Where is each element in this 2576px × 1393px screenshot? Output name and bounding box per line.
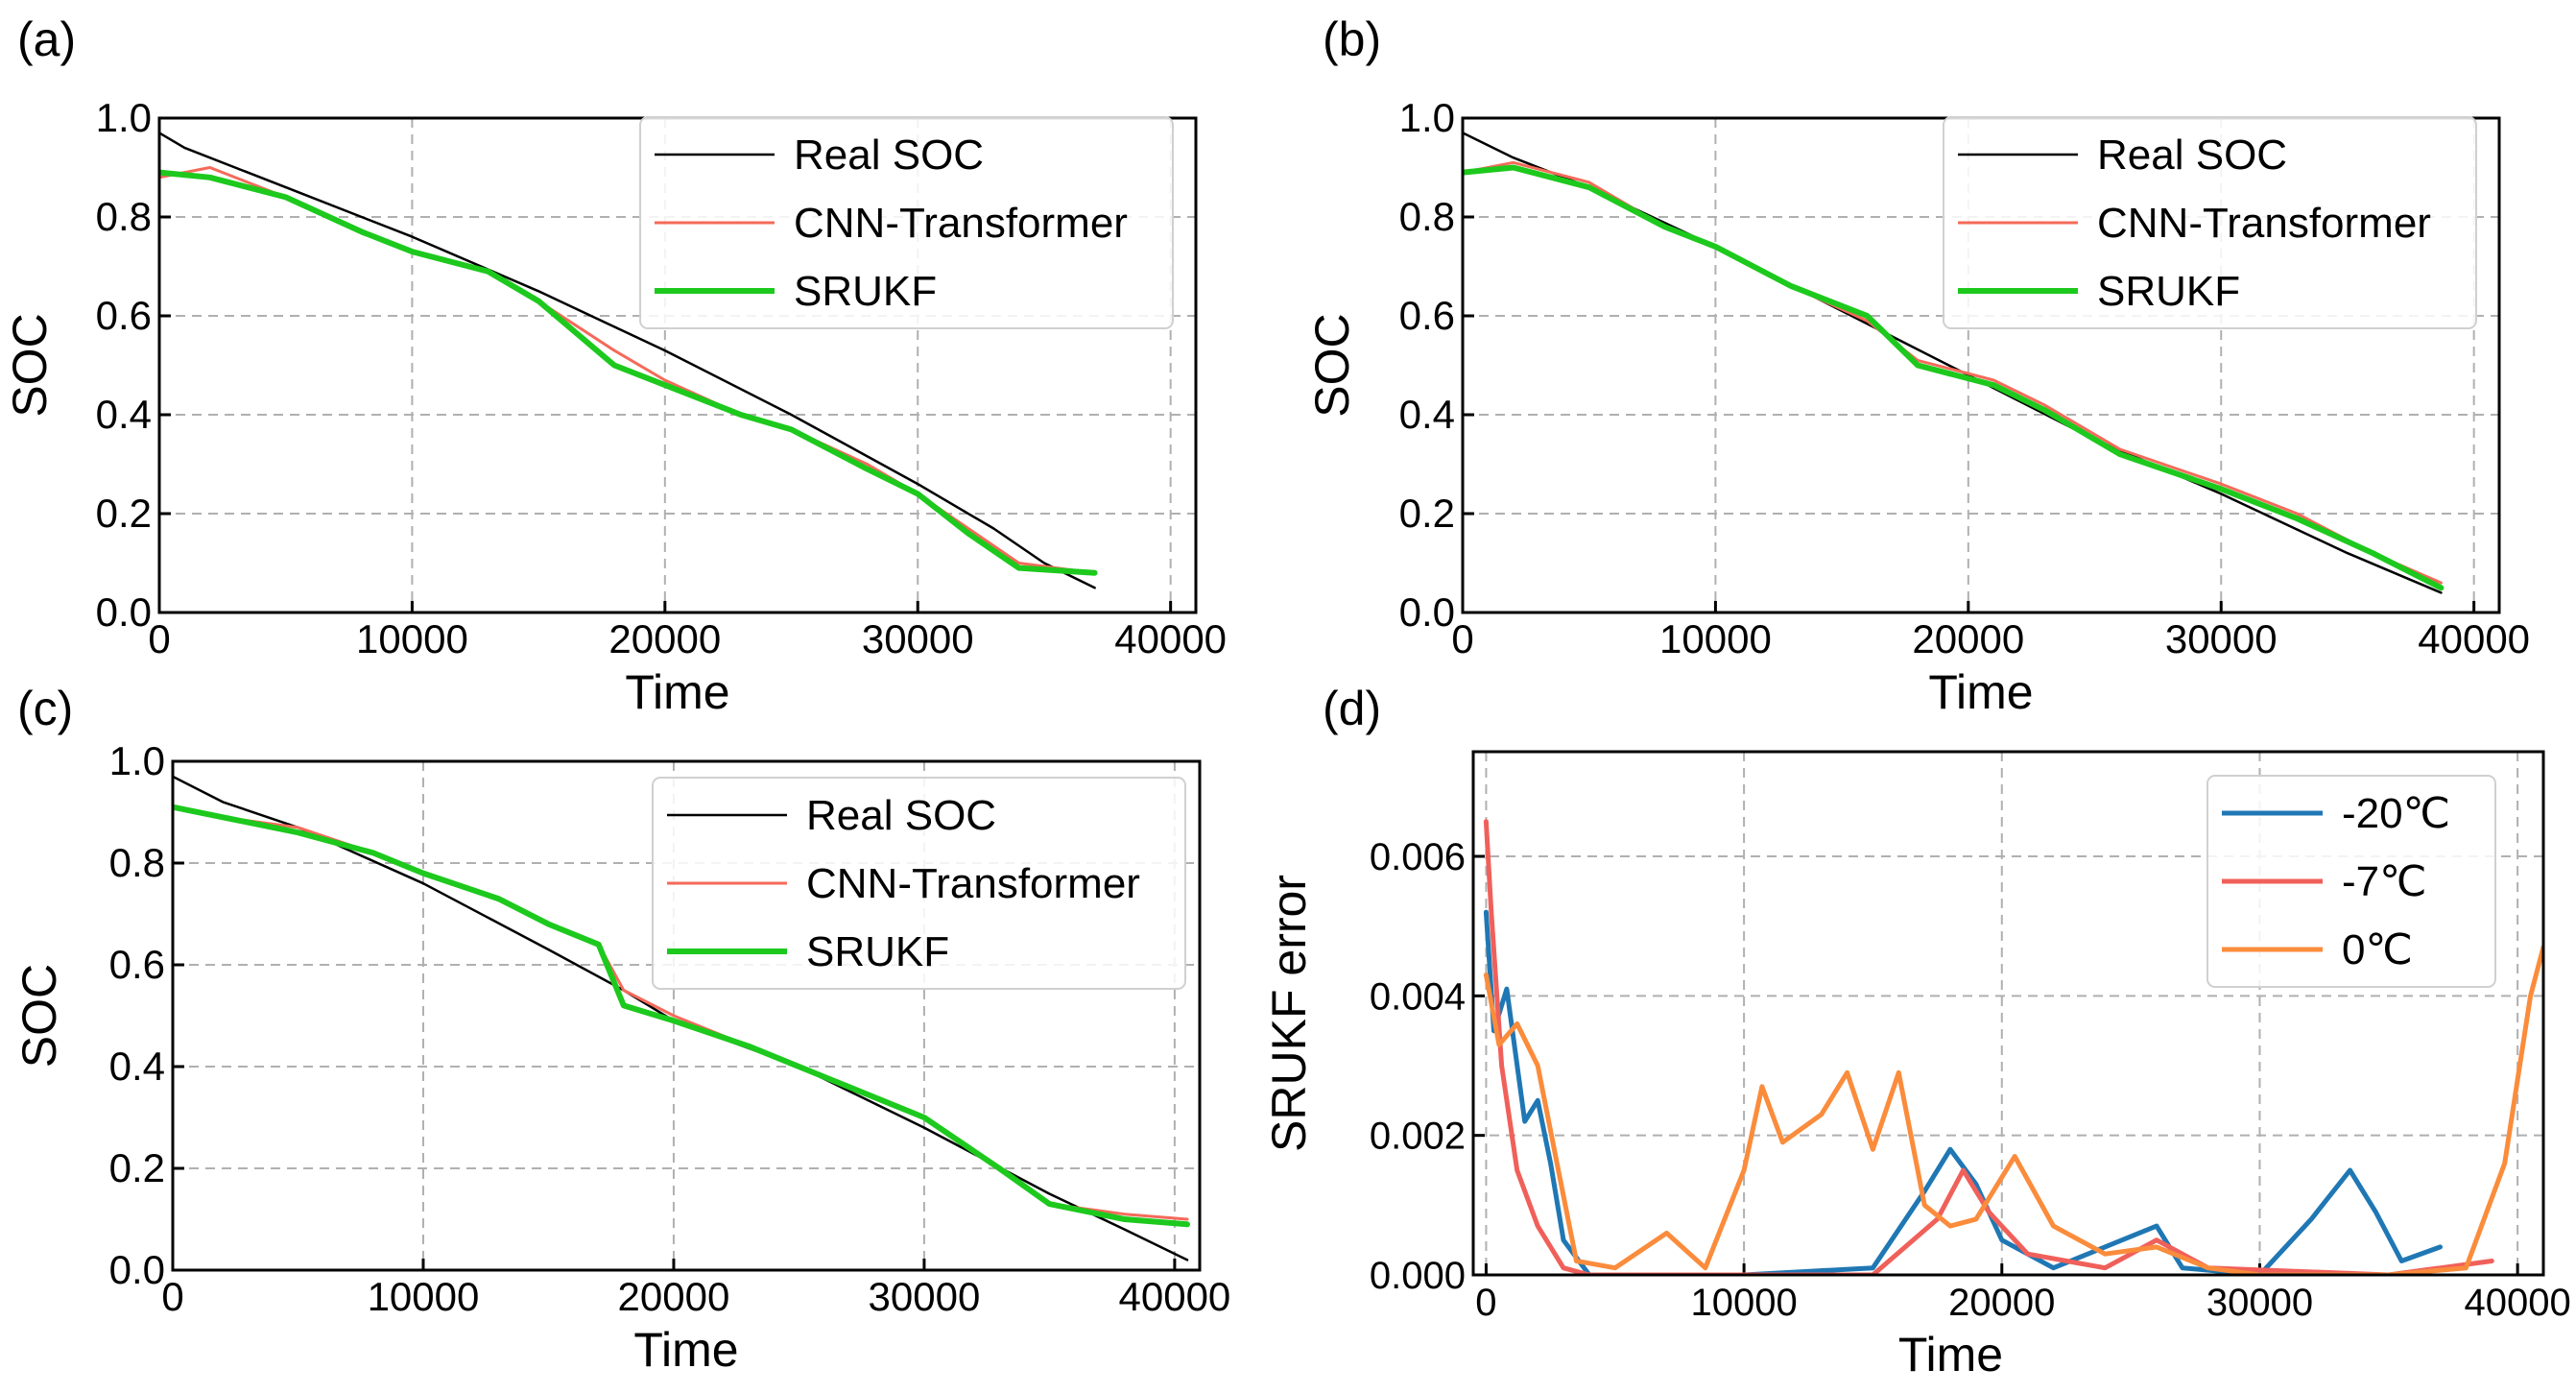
x-tick-label: 30000 — [862, 616, 974, 661]
series-line-20 — [1483, 909, 2443, 1275]
x-axis-label: Time — [625, 665, 729, 719]
x-axis-label: Time — [633, 1323, 738, 1377]
x-tick-label: 10000 — [368, 1274, 480, 1319]
y-tick-label: 0.4 — [1399, 392, 1455, 437]
legend-box — [639, 116, 1174, 329]
plot-area-d: 0 10000 20000 30000 40000 0.000 0.002 0.004 0.00… — [1262, 750, 2571, 1381]
y-tick-label: 0.000 — [1370, 1255, 1466, 1297]
y-tick-label: 0.006 — [1370, 836, 1466, 878]
x-tick-label: 40000 — [1119, 1274, 1231, 1319]
legend-label-real-soc: Real SOC — [794, 132, 984, 179]
y-axis-label: SOC — [3, 313, 57, 417]
legend-label-0: 0℃ — [2342, 926, 2413, 973]
y-tick-label: 0.8 — [109, 840, 165, 885]
plot-area-a: 0 10000 20000 30000 40000 0.0 0.2 0.4 0.6 0.8 1.0 T… — [3, 95, 1227, 719]
legend-label-real-soc: Real SOC — [806, 792, 996, 839]
plot-area-b: 0 10000 20000 30000 40000 0.0 0.2 0.4 0.6 0.8 1.0 T… — [1305, 95, 2530, 719]
x-tick-label: 0 — [148, 616, 170, 661]
y-tick-label: 0.004 — [1370, 975, 1466, 1018]
y-tick-label: 0.2 — [1399, 491, 1455, 536]
y-axis-label: SRUKF error — [1262, 875, 1316, 1152]
x-tick-label: 10000 — [1659, 616, 1772, 661]
legend-box — [1943, 116, 2477, 329]
y-tick-label: 0.6 — [96, 293, 152, 338]
plot-area-c: 0 10000 20000 30000 40000 0.0 0.2 0.4 0.6 0.8 1.0 T… — [12, 738, 1230, 1377]
x-tick-label: 30000 — [2206, 1282, 2313, 1324]
legend: Real SOC CNN-Transformer SRUKF — [639, 116, 1174, 329]
panel-label-a: (a) — [17, 12, 76, 66]
y-tick-label: 1.0 — [109, 738, 165, 783]
legend-box — [2206, 775, 2496, 988]
panel-a: (a) 0 10000 20000 30000 40000 0.0 0.2 0.4 0.6 0.8… — [3, 12, 1227, 719]
y-tick-label: 0.2 — [109, 1145, 165, 1190]
y-tick-label: 0.0 — [1399, 589, 1455, 635]
y-tick-label: 0.8 — [96, 194, 152, 239]
legend-label-cnn-transformer: CNN-Transformer — [806, 860, 1140, 907]
legend-box — [652, 777, 1186, 990]
x-tick-label: 40000 — [1114, 616, 1227, 661]
y-tick-label: 0.8 — [1399, 194, 1455, 239]
y-tick-label: 0.0 — [96, 589, 152, 635]
x-tick-label: 20000 — [1948, 1282, 2055, 1324]
x-tick-label: 40000 — [2465, 1282, 2571, 1324]
y-tick-label: 1.0 — [1399, 95, 1455, 140]
series-line-srukf — [1463, 164, 2445, 591]
legend-label-srukf: SRUKF — [794, 268, 937, 315]
x-tick-label: 0 — [1451, 616, 1473, 661]
y-tick-label: 0.6 — [1399, 293, 1455, 338]
legend: -20℃ -7℃ 0℃ — [2206, 775, 2496, 988]
series-line-srukf — [159, 169, 1098, 576]
x-tick-label: 0 — [1475, 1282, 1496, 1324]
series-line-7 — [1483, 819, 2494, 1275]
series-line-0 — [1483, 945, 2543, 1275]
y-tick-label: 0.4 — [96, 392, 152, 437]
y-tick-label: 0.2 — [96, 491, 152, 536]
x-tick-label: 20000 — [608, 616, 721, 661]
panel-b: (b) 0 10000 20000 30000 40000 0.0 0.2 0.4 0.6 0.8… — [1305, 12, 2530, 719]
panel-c: (c) 0 10000 20000 30000 40000 0.0 0.2 0.4 0.6 0.8… — [12, 682, 1230, 1377]
x-tick-label: 30000 — [2165, 616, 2278, 661]
x-tick-label: 40000 — [2418, 616, 2530, 661]
series-line-srukf — [173, 804, 1190, 1228]
x-tick-label: 10000 — [356, 616, 468, 661]
x-axis-label: Time — [1928, 665, 2033, 719]
legend-label-srukf: SRUKF — [806, 928, 949, 975]
legend-label-srukf: SRUKF — [2097, 268, 2240, 315]
axes-frame — [171, 759, 1202, 1272]
series-line-real-soc — [159, 132, 1096, 589]
x-tick-label: 10000 — [1690, 1282, 1797, 1324]
series-line-cnn-transformer — [1463, 160, 2443, 585]
x-tick-label: 20000 — [1912, 616, 2024, 661]
legend-label-7: -7℃ — [2342, 858, 2427, 905]
panel-label-d: (d) — [1323, 682, 1381, 735]
panel-label-c: (c) — [17, 682, 73, 735]
x-tick-label: 0 — [161, 1274, 183, 1319]
x-tick-label: 30000 — [869, 1274, 981, 1319]
legend-label-20: -20℃ — [2342, 790, 2450, 837]
y-tick-label: 0.0 — [109, 1247, 165, 1292]
x-tick-label: 20000 — [618, 1274, 730, 1319]
axes-frame — [1471, 750, 2545, 1277]
legend: Real SOC CNN-Transformer SRUKF — [652, 777, 1186, 990]
y-axis-label: SOC — [1305, 313, 1359, 417]
legend-label-cnn-transformer: CNN-Transformer — [2097, 200, 2431, 247]
legend-label-cnn-transformer: CNN-Transformer — [794, 200, 1128, 247]
series-line-real-soc — [173, 775, 1189, 1261]
y-tick-label: 0.002 — [1370, 1116, 1466, 1158]
x-axis-label: Time — [1898, 1328, 2003, 1381]
panel-label-b: (b) — [1323, 12, 1381, 66]
panel-d: (d) 0 10000 20000 30000 40000 0.000 0.002 0.004… — [1262, 682, 2571, 1381]
y-tick-label: 1.0 — [96, 95, 152, 140]
y-tick-label: 0.4 — [109, 1044, 165, 1089]
legend: Real SOC CNN-Transformer SRUKF — [1943, 116, 2477, 329]
legend-label-real-soc: Real SOC — [2097, 132, 2287, 179]
y-tick-label: 0.6 — [109, 942, 165, 987]
y-axis-label: SOC — [12, 964, 66, 1068]
